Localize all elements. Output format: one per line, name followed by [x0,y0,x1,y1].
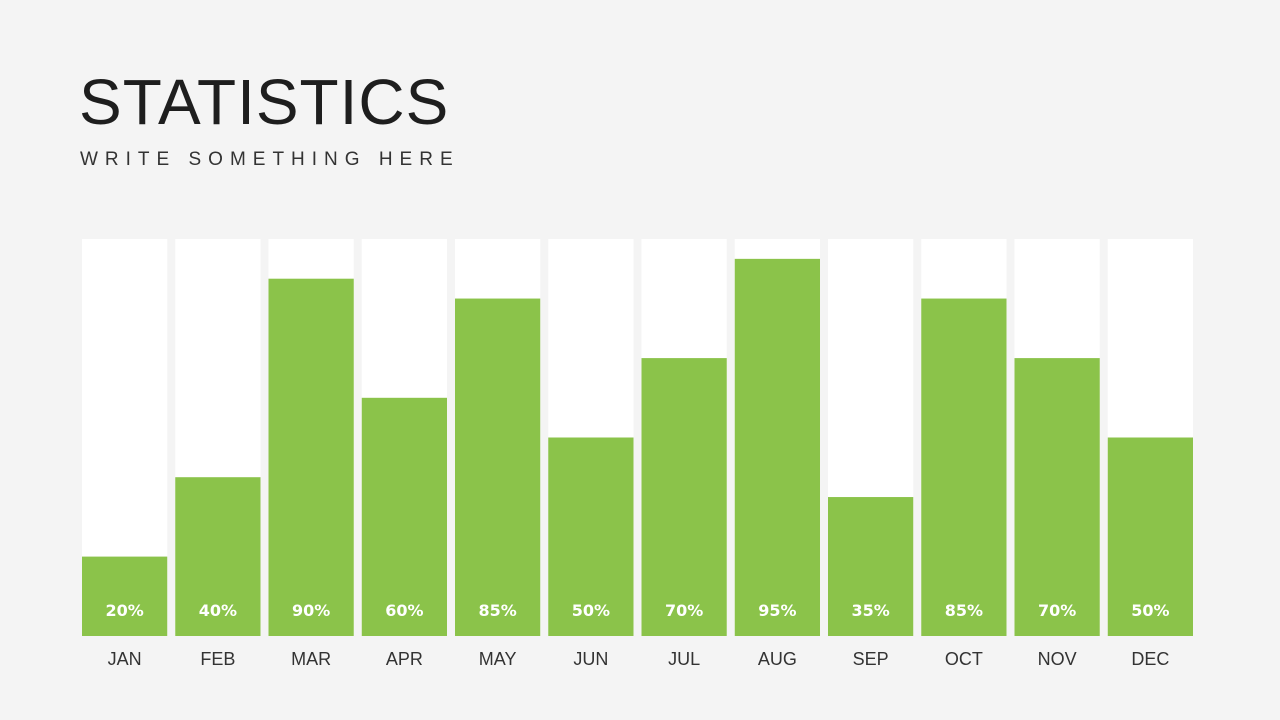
x-tick-label-dec: DEC [1131,649,1169,669]
data-label-may: 85% [478,601,516,620]
bar-jun [548,437,634,636]
bar-sep [828,497,914,636]
x-tick-label-jul: JUL [668,649,700,669]
x-tick-label-may: MAY [479,649,517,669]
x-tick-label-jun: JUN [573,649,608,669]
data-label-jan: 20% [105,601,143,620]
bar-apr [361,397,447,636]
x-tick-labels: JAN FEB MAR APR MAY JUN JUL AUG SEP OCT NOV DEC [108,649,1170,669]
x-tick-label-sep: SEP [853,649,889,669]
bar-may [455,298,541,636]
data-label-oct: 85% [945,601,983,620]
bar-jan [82,556,168,636]
data-labels: 20% 40% 90% 60% 85% 50% 70% 95% 35% 85% 70% 50% [105,601,1169,620]
data-label-apr: 60% [385,601,423,620]
bar-jul [641,358,727,636]
x-tick-label-jan: JAN [108,649,142,669]
data-label-mar: 90% [292,601,330,620]
x-tick-label-oct: OCT [945,649,983,669]
bar-oct [921,298,1007,636]
bar-mar [268,278,354,636]
bar-dec [1107,437,1193,636]
slide-subtitle: WRITE SOMETHING HERE [80,149,460,170]
data-label-nov: 70% [1038,601,1076,620]
data-label-jul: 70% [665,601,703,620]
slide-title: STATISTICS [79,66,450,138]
bar-feb [175,477,261,636]
data-label-jun: 50% [572,601,610,620]
data-label-dec: 50% [1131,601,1169,620]
bar-nov [1014,358,1100,636]
x-tick-label-feb: FEB [200,649,235,669]
x-tick-label-aug: AUG [758,649,797,669]
bars [82,258,1193,636]
bar-aug [734,258,820,636]
x-tick-label-apr: APR [386,649,423,669]
data-label-aug: 95% [758,601,796,620]
data-label-sep: 35% [851,601,889,620]
x-tick-label-nov: NOV [1038,649,1077,669]
data-label-feb: 40% [199,601,237,620]
x-tick-label-mar: MAR [291,649,331,669]
